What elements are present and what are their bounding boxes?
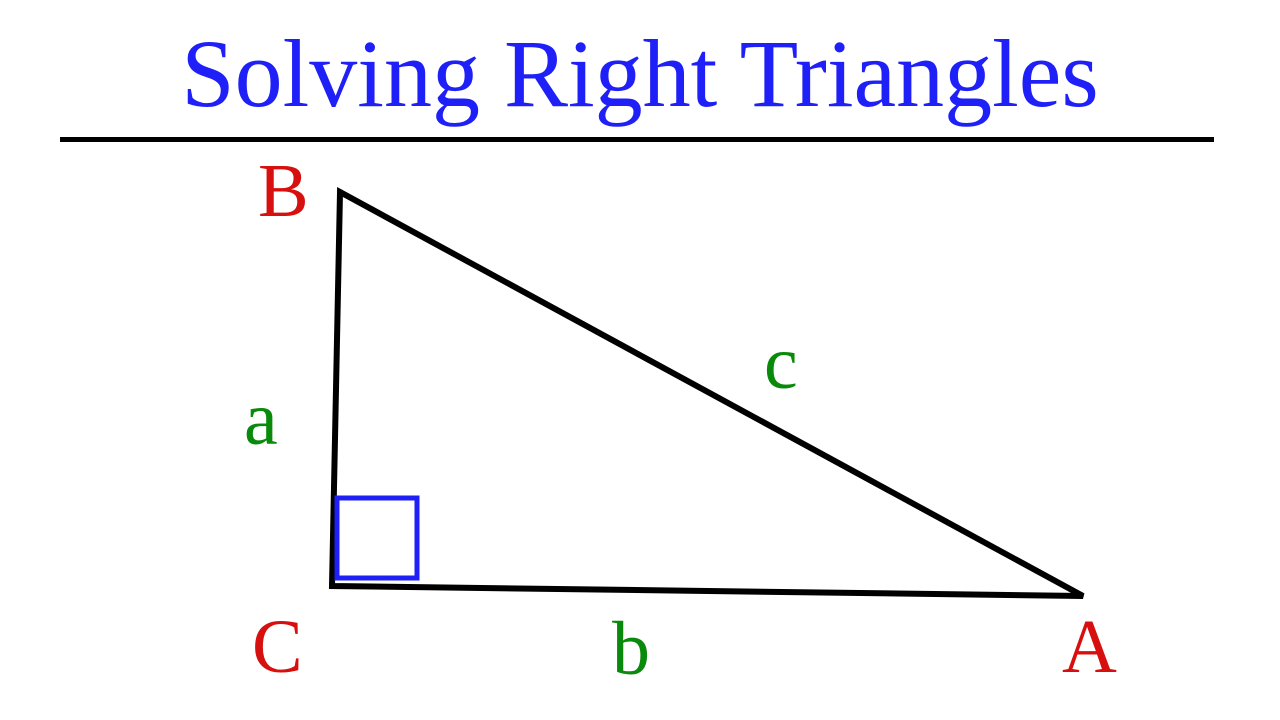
triangle-diagram: B C A a b c [0,0,1280,720]
side-label-a: a [244,376,278,463]
vertex-label-A: A [1062,604,1117,691]
vertex-label-B: B [258,148,309,235]
vertex-label-C: C [252,604,303,691]
triangle-shape [332,192,1083,596]
side-label-b: b [612,606,650,693]
side-label-c: c [764,320,798,407]
right-angle-marker [337,498,417,578]
